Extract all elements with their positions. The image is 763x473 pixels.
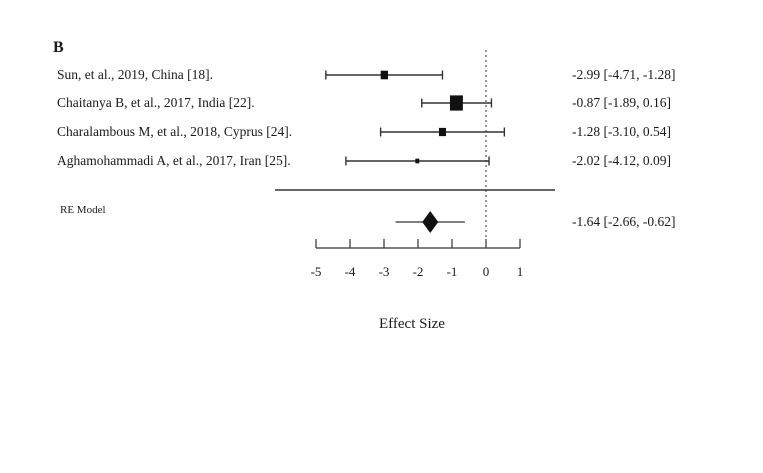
- x-axis-title: Effect Size: [379, 316, 445, 332]
- summary-ci-label: -1.64 [-2.66, -0.62]: [572, 214, 675, 229]
- summary-label: RE Model: [60, 204, 106, 216]
- x-tick-label: -3: [379, 264, 390, 279]
- ci-value-label: -2.02 [-4.12, 0.09]: [572, 153, 671, 168]
- study-row: Sun, et al., 2019, China [18]. -2.99 [-4.…: [57, 67, 675, 82]
- ci-value-label: -2.99 [-4.71, -1.28]: [572, 67, 675, 82]
- summary-diamond: [422, 211, 439, 233]
- study-label: Chaitanya B, et al., 2017, India [22].: [57, 95, 255, 110]
- panel-label: B: [53, 39, 64, 56]
- study-rows: Sun, et al., 2019, China [18]. -2.99 [-4.…: [57, 67, 675, 168]
- study-label: Sun, et al., 2019, China [18].: [57, 67, 213, 82]
- study-label: Aghamohammadi A, et al., 2017, Iran [25]…: [57, 153, 291, 168]
- x-tick-label: -4: [345, 264, 356, 279]
- point-estimate: [380, 70, 388, 80]
- study-row: Charalambous M, et al., 2018, Cyprus [24…: [57, 124, 671, 139]
- point-estimate: [449, 95, 463, 111]
- x-tick-label: -5: [311, 264, 322, 279]
- point-estimate: [415, 158, 420, 164]
- study-row: Chaitanya B, et al., 2017, India [22]. -0…: [57, 95, 671, 111]
- x-tick-label: 0: [483, 264, 490, 279]
- x-tick-label: -2: [413, 264, 424, 279]
- ci-value-label: -0.87 [-1.89, 0.16]: [572, 95, 671, 110]
- summary-row: -1.64 [-2.66, -0.62]: [395, 211, 675, 233]
- x-tick-label: -1: [447, 264, 458, 279]
- study-label: Charalambous M, et al., 2018, Cyprus [24…: [57, 124, 292, 139]
- ci-value-label: -1.28 [-3.10, 0.54]: [572, 124, 671, 139]
- point-estimate: [438, 127, 446, 137]
- x-axis: -5 -4 -3 -2 -1 0 1: [311, 239, 524, 279]
- x-tick-label: 1: [517, 264, 524, 279]
- study-row: Aghamohammadi A, et al., 2017, Iran [25]…: [57, 153, 671, 168]
